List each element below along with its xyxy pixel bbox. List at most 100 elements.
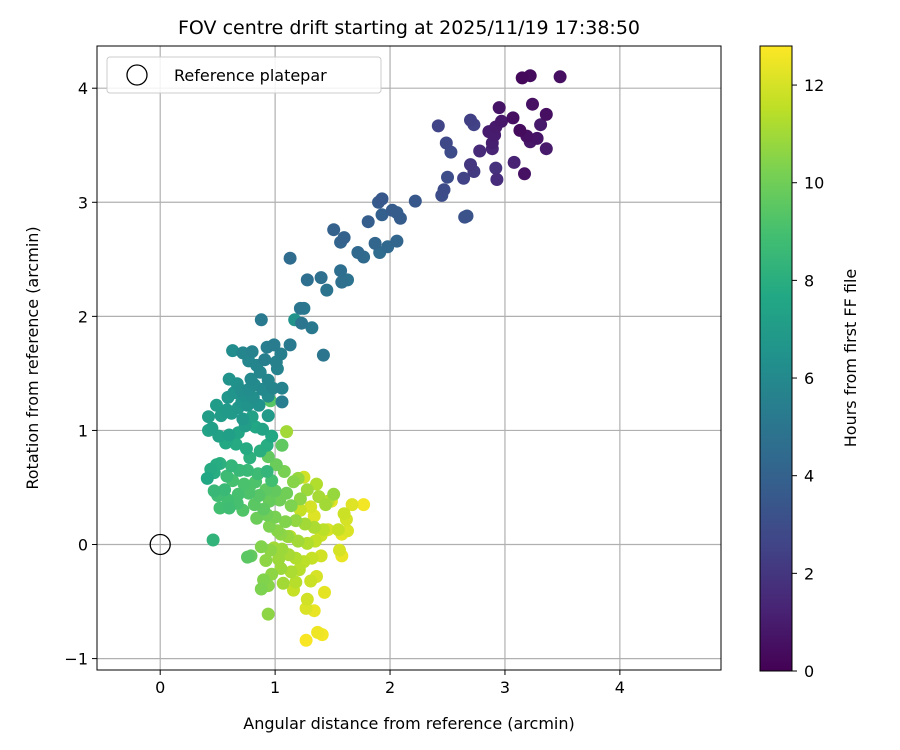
data-point	[357, 498, 371, 512]
colorbar-tick-label: 2	[804, 564, 814, 583]
data-point	[261, 409, 275, 423]
data-point	[439, 136, 453, 150]
data-point	[222, 428, 236, 442]
data-point	[345, 498, 359, 512]
data-point	[254, 313, 268, 327]
data-point	[489, 161, 503, 175]
data-points	[200, 69, 567, 647]
data-point	[331, 523, 345, 537]
data-point	[304, 500, 318, 514]
y-tick-label: 1	[78, 421, 88, 440]
data-point	[293, 301, 307, 315]
y-axis-ticks: −1 0 1 2 3 4	[64, 79, 97, 669]
data-point	[226, 344, 240, 358]
data-point	[506, 111, 520, 125]
colorbar-tick-label: 12	[804, 76, 824, 95]
data-point	[495, 114, 508, 128]
data-point	[220, 469, 234, 483]
data-point	[289, 514, 303, 528]
data-point	[300, 592, 314, 606]
data-point	[530, 131, 544, 145]
colorbar-label: Hours from first FF file	[841, 269, 860, 448]
grid-lines	[97, 46, 721, 670]
colorbar-tick-label: 6	[804, 369, 814, 388]
data-point	[210, 398, 223, 412]
data-point	[276, 576, 290, 590]
data-point	[408, 194, 422, 208]
data-point	[284, 499, 298, 513]
data-point	[275, 381, 289, 395]
data-point	[515, 71, 529, 85]
data-point	[518, 167, 531, 181]
x-axis-label: Angular distance from reference (arcmin)	[243, 714, 574, 733]
data-point	[458, 210, 472, 224]
data-point	[266, 381, 280, 395]
colorbar-tick-label: 8	[804, 271, 814, 290]
colorbar-tick-label: 0	[804, 662, 814, 681]
x-tick-label: 0	[155, 678, 165, 697]
data-point	[222, 501, 236, 515]
data-point	[207, 484, 221, 498]
data-point	[283, 338, 297, 352]
chart-title: FOV centre drift starting at 2025/11/19 …	[178, 17, 640, 39]
x-tick-label: 2	[385, 678, 395, 697]
data-point	[300, 273, 314, 287]
data-point	[284, 565, 298, 579]
data-point	[507, 155, 521, 169]
data-point	[473, 144, 487, 158]
data-point	[335, 275, 349, 289]
x-tick-label: 1	[270, 678, 280, 697]
data-point	[534, 118, 548, 132]
data-point	[305, 321, 319, 335]
data-point	[539, 107, 553, 121]
data-point	[239, 442, 253, 456]
data-point	[513, 123, 527, 137]
data-point	[267, 338, 281, 352]
plot-frame	[96, 45, 722, 671]
legend-label-reference: Reference platepar	[174, 66, 327, 85]
data-point	[218, 483, 232, 497]
data-point	[464, 158, 477, 172]
data-point	[319, 498, 333, 512]
data-point	[259, 554, 273, 567]
data-point	[385, 203, 399, 217]
colorbar-ticks: 0 2 4 6 8 10 12	[792, 76, 824, 681]
y-tick-label: 0	[78, 536, 88, 555]
data-point	[287, 475, 300, 489]
data-point	[539, 142, 553, 156]
data-point	[314, 271, 328, 285]
data-point	[261, 607, 275, 621]
data-point	[361, 215, 375, 229]
data-point	[244, 372, 258, 386]
data-point	[229, 437, 243, 451]
data-point	[337, 507, 351, 521]
data-point	[311, 625, 325, 639]
data-point	[252, 489, 266, 502]
y-tick-label: 2	[78, 307, 88, 326]
data-point	[293, 492, 307, 506]
data-point	[464, 113, 477, 127]
data-point	[320, 283, 334, 297]
data-point	[274, 347, 288, 361]
data-point	[275, 542, 289, 556]
data-point	[256, 422, 269, 436]
y-tick-label: 3	[78, 193, 88, 212]
y-tick-label: 4	[78, 79, 88, 98]
data-point	[441, 170, 454, 184]
data-point	[300, 483, 314, 497]
colorbar-gradient	[759, 45, 793, 672]
x-tick-label: 4	[615, 678, 625, 697]
data-point	[250, 511, 264, 525]
data-point	[553, 70, 567, 84]
data-point	[205, 421, 219, 435]
data-point	[206, 533, 220, 547]
data-point	[269, 458, 283, 472]
x-tick-label: 3	[500, 678, 510, 697]
legend: Reference platepar	[106, 56, 382, 94]
data-point	[213, 501, 227, 515]
data-point	[254, 582, 268, 596]
legend-box	[106, 56, 382, 94]
data-point	[375, 208, 389, 222]
data-point	[237, 477, 251, 491]
